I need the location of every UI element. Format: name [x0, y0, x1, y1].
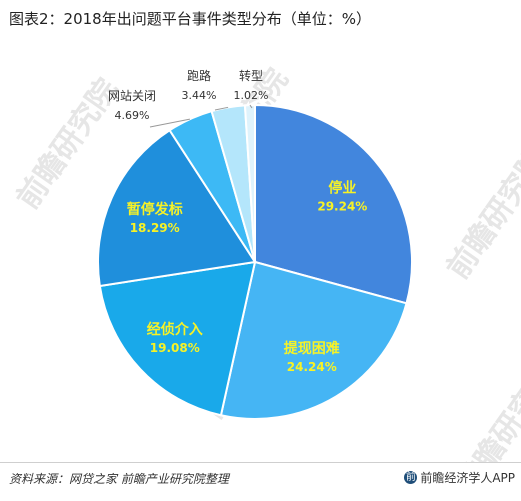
pie-slice [97, 128, 257, 288]
slice-category-label: 经侦介入 [147, 321, 203, 338]
pie-slice [243, 103, 256, 263]
slice-value-label: 1.02% [234, 89, 269, 102]
leader-line [214, 106, 229, 111]
slice-category-label: 跑路 [187, 68, 211, 83]
pie-slices [97, 103, 413, 420]
slice-value-label: 4.69% [115, 109, 150, 122]
pie-slice [98, 260, 257, 417]
slice-value-label: 18.29% [130, 221, 180, 235]
slice-category-label: 暂停发标 [127, 201, 183, 218]
slice-value-label: 19.08% [150, 341, 200, 355]
pie-slice [219, 260, 408, 420]
slice-category-label: 转型 [239, 68, 263, 83]
leader-line [249, 104, 253, 109]
brand-logo-icon: 前 [404, 471, 418, 484]
slice-category-label: 停业 [328, 179, 356, 196]
source-note: 资料来源：网贷之家 前瞻产业研究院整理 [9, 472, 229, 486]
slice-category-label: 网站关闭 [108, 89, 156, 103]
footer: 资料来源：网贷之家 前瞻产业研究院整理 前 前瞻经济学人APP [0, 462, 521, 495]
pie-slice [254, 103, 413, 305]
slice-category-label: 提现困难 [284, 340, 340, 357]
slice-value-label: 29.24% [317, 199, 367, 213]
brand-mark: 前 前瞻经济学人APP [404, 469, 515, 486]
brand-name: 前瞻经济学人APP [420, 471, 515, 485]
outer-slice-labels: 网站关闭 4.69% 跑路 3.44% 转型 1.02% [108, 68, 269, 128]
slice-value-label: 3.44% [182, 89, 217, 102]
pie-chart: 停业 29.24% 提现困难 24.24% 经侦介入 19.08% 暂停发标 18.29% 网… [97, 68, 413, 420]
slice-labels: 停业 29.24% 提现困难 24.24% 经侦介入 19.08% 暂停发标 18.29% [127, 179, 368, 374]
slice-value-label: 24.24% [287, 360, 337, 374]
chart-title: 图表2：2018年出问题平台事件类型分布（单位：%） [9, 10, 371, 28]
leader-line [149, 118, 190, 128]
